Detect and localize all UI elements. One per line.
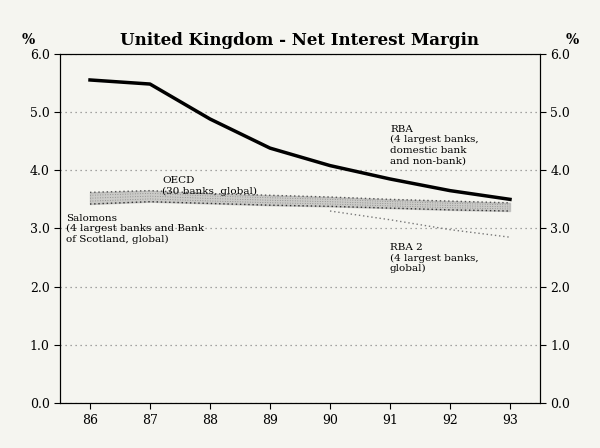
Text: RBA
(4 largest banks,
domestic bank
and non-bank): RBA (4 largest banks, domestic bank and …: [390, 125, 479, 165]
Text: Salomons
(4 largest banks and Bank
of Scotland, global): Salomons (4 largest banks and Bank of Sc…: [66, 214, 204, 244]
Text: %: %: [565, 33, 578, 47]
Text: RBA 2
(4 largest banks,
global): RBA 2 (4 largest banks, global): [390, 243, 479, 273]
Text: %: %: [22, 33, 35, 47]
Title: United Kingdom - Net Interest Margin: United Kingdom - Net Interest Margin: [121, 32, 479, 49]
Text: OECD
(30 banks, global): OECD (30 banks, global): [162, 176, 257, 196]
